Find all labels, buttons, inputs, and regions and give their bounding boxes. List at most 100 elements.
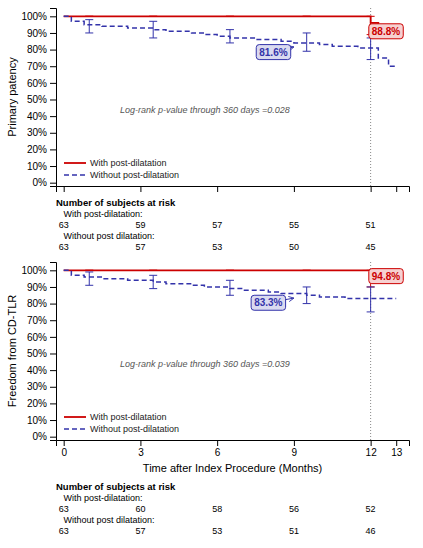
tick-mark [50,270,56,271]
series-line [64,270,397,279]
tick-mark [50,320,56,321]
tick-mark [396,186,397,192]
error-cap [149,16,157,17]
tick-mark [140,186,141,192]
tick: 50% [27,348,56,359]
tick-mark [50,166,56,167]
error-bar [229,30,230,43]
tick-mark [50,66,56,67]
error-cap [367,286,375,287]
tick: 3 [138,440,144,458]
risk-table-title: Number of subjects at risk [56,481,176,492]
error-cap [149,37,157,38]
tick-label: 10% [27,415,47,426]
legend-item: With post-dilatation [64,158,167,168]
annotation-text: 88.8% [372,26,400,37]
tick: 50% [27,94,56,105]
risk-count: 63 [59,242,69,252]
error-cap [226,29,234,30]
chart-svg: 0% 10% 20% 30% 40% 50% 60% 70% 80% 90% 100% Log-ran… [0,0,423,548]
legend-label: Without post-dilatation [90,424,179,434]
tick-mark [50,116,56,117]
annotation: 94.8% [369,269,403,284]
error-cap [226,280,234,281]
annotation-box [251,295,285,310]
tick-mark [50,353,56,354]
tick: 30% [27,127,56,138]
error-cap [367,59,375,60]
tick [140,186,141,192]
error-cap [303,16,311,17]
tick-mark [396,440,397,446]
error-bar [89,272,90,285]
tick-label: 12 [366,447,378,458]
tick-label: 100% [21,11,47,22]
error-bar [153,275,154,288]
tick: 40% [27,111,56,122]
annotation: 83.3% [251,295,294,310]
tick-label: 10% [27,161,47,172]
tick-label: 100% [21,265,47,276]
tick: 10% [27,161,56,172]
error-bar [370,287,371,312]
panel: 0%10%20%30%40%50%60%70%80%90%100%Log-ran… [6,8,410,252]
tick: 100% [21,265,56,276]
error-cap [85,32,93,33]
tick-label: 0% [33,177,48,188]
tick: 6 [215,440,221,458]
tick [64,186,65,192]
risk-count: 59 [135,220,145,230]
error-cap [367,311,375,312]
risk-count: 63 [59,504,69,514]
risk-table-title: Number of subjects at risk [56,197,176,208]
legend-label: With post-dilatation [90,158,167,168]
error-cap [85,16,93,17]
error-bar [306,33,307,51]
risk-count: 57 [135,526,145,536]
tick: 12 [366,440,378,458]
tick: 9 [292,440,298,458]
annotation: 88.8% [369,24,403,39]
risk-table: Number of subjects at risk With post-dil… [56,481,376,536]
tick-label: 50% [27,94,47,105]
risk-count: 45 [366,242,376,252]
tick-label: 50% [27,348,47,359]
tick-label: 90% [27,28,47,39]
tick: 70% [27,315,56,326]
tick-mark [50,387,56,388]
tick-label: 20% [27,398,47,409]
tick-label: 90% [27,282,47,293]
tick: 60% [27,78,56,89]
error-cap [303,51,311,52]
tick: 20% [27,398,56,409]
annotation-text: Log-rank p-value through 360 days =0.039 [120,359,290,369]
y-axis: 0%10%20%30%40%50%60%70%80%90%100% [21,9,56,189]
x-axis [57,186,410,192]
tick: 60% [27,332,56,343]
error-bar [153,21,154,38]
risk-row-label: With post-dilatation: [56,493,143,503]
error-bar [89,20,90,33]
tick-label: 40% [27,365,47,376]
tick-mark [50,420,56,421]
axis-line [50,263,57,441]
tick-label: 30% [27,127,47,138]
tick-mark [50,287,56,288]
risk-table: Number of subjects at risk With post-dil… [56,197,376,252]
error-bars [85,20,374,60]
tick: 90% [27,28,56,39]
error-cap [303,270,311,271]
tick: 80% [27,44,56,55]
x-axis: 03691213 [57,440,410,458]
legend: With post-dilatation Without post-dilatat… [64,158,179,180]
legend-label: Without post-dilatation [90,170,179,180]
legend-swatch [64,428,86,430]
error-cap [303,303,311,304]
error-cap [303,286,311,287]
annotation: Log-rank p-value through 360 days =0.028 [120,105,290,115]
tick: 100% [21,11,56,22]
tick-mark [50,403,56,404]
annotation-box [256,45,290,60]
tick-label: 20% [27,144,47,155]
risk-row-label: Without post dilatation: [56,515,155,525]
